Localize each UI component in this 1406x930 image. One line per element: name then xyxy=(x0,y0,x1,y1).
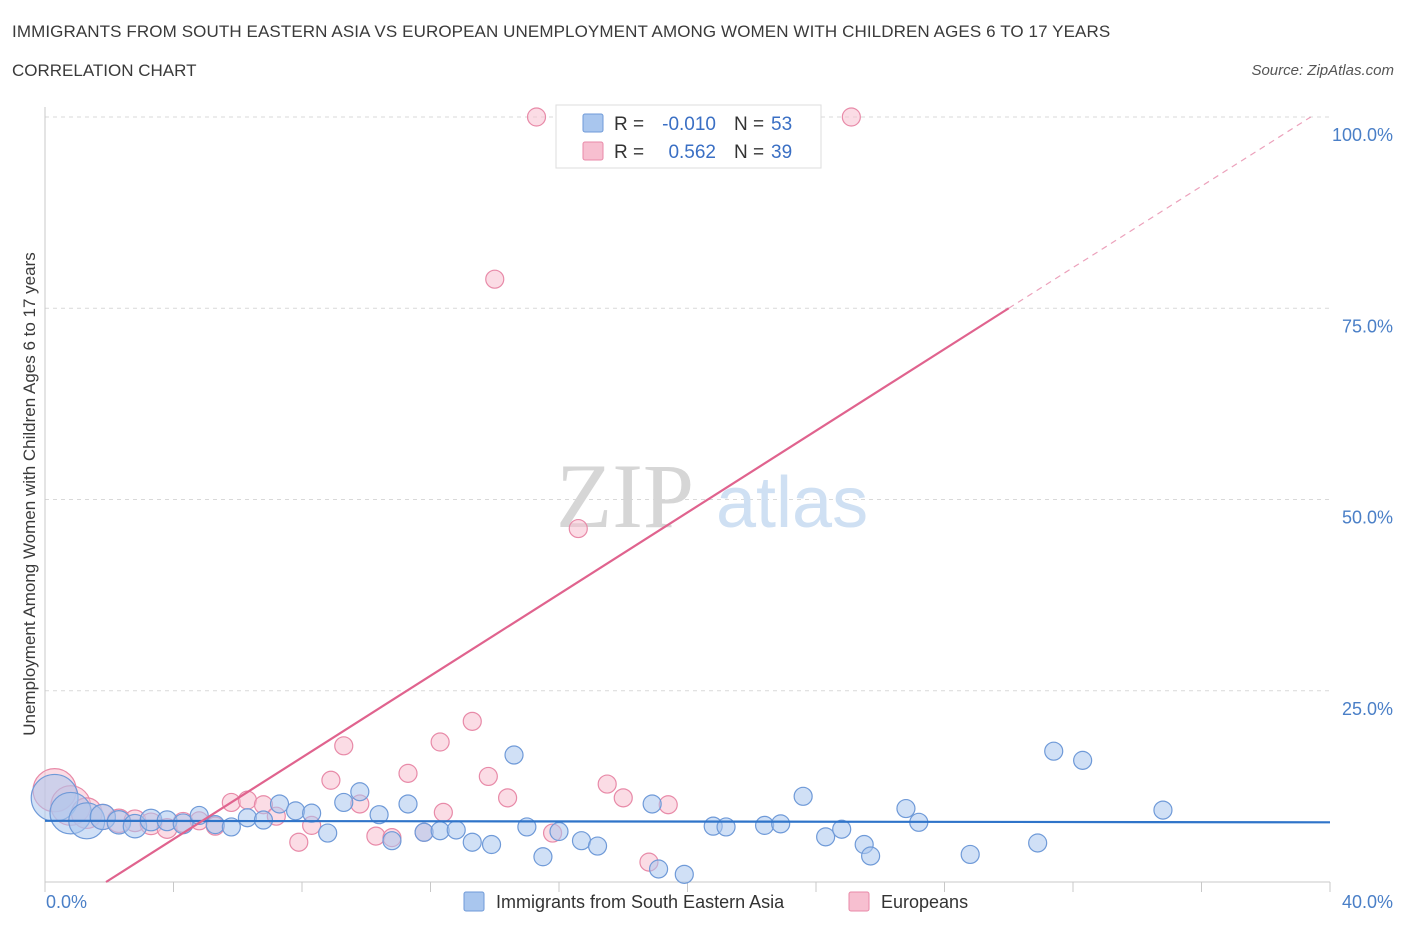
sea-point-16 xyxy=(302,803,322,823)
sea-point-36 xyxy=(674,864,694,884)
europeans-point-27 xyxy=(478,766,498,787)
sea-point-17 xyxy=(318,823,338,843)
chart-subtitle: CORRELATION CHART xyxy=(12,61,197,80)
europeans-point-25 xyxy=(433,802,453,822)
sea-point-11 xyxy=(221,817,241,837)
series-sea-points xyxy=(30,741,1173,884)
europeans-trend-line xyxy=(105,307,1010,883)
sea-point-42 xyxy=(816,827,836,847)
europeans-point-22 xyxy=(398,763,418,783)
sea-point-51 xyxy=(1073,750,1093,770)
stats-legend: R = -0.010 N = 53 R = 0.562 N = 39 xyxy=(555,104,822,169)
sea-trend-line xyxy=(44,819,1331,824)
sea-point-12 xyxy=(237,808,257,828)
europeans-point-29 xyxy=(498,788,518,808)
legend-r-label-blue: R = xyxy=(614,114,644,135)
legend-n-label-blue: N = xyxy=(734,114,764,135)
europeans-point-38 xyxy=(841,107,861,127)
legend-swatch-blue xyxy=(582,113,604,133)
y-axis-label: Unemployment Among Women with Children A… xyxy=(20,252,39,736)
sea-point-52 xyxy=(1153,800,1173,820)
europeans-point-34 xyxy=(597,774,617,794)
europeans-point-12 xyxy=(237,790,257,810)
y-tick-label-0: 25.0% xyxy=(1342,699,1393,719)
y-tick-labels: 25.0% 50.0% 75.0% 100.0% xyxy=(1332,125,1393,719)
europeans-point-26 xyxy=(462,711,482,731)
legend-r-value-pink: 0.562 xyxy=(668,142,716,163)
europeans-point-35 xyxy=(613,788,633,808)
x-tick-label-min: 0.0% xyxy=(46,892,87,912)
europeans-point-30 xyxy=(526,107,547,127)
sea-point-50 xyxy=(1044,741,1064,761)
europeans-point-32 xyxy=(568,518,588,539)
legend-swatch-pink xyxy=(582,141,604,161)
y-tick-label-2: 75.0% xyxy=(1342,316,1393,336)
series-legend-swatch-pink xyxy=(848,891,870,912)
series-legend-label-blue: Immigrants from South Eastern Asia xyxy=(496,892,785,912)
sea-point-43 xyxy=(832,819,852,839)
sea-point-22 xyxy=(398,794,418,814)
sea-point-24 xyxy=(430,821,450,841)
sea-point-20 xyxy=(369,805,389,825)
x-tick-label-max: 40.0% xyxy=(1342,892,1393,912)
sea-point-46 xyxy=(896,798,916,819)
sea-point-26 xyxy=(462,832,482,852)
sea-point-34 xyxy=(642,794,662,814)
sea-point-18 xyxy=(334,792,354,813)
y-tick-label-3: 100.0% xyxy=(1332,125,1393,145)
sea-point-23 xyxy=(414,822,434,842)
legend-n-value-pink: 39 xyxy=(771,142,792,163)
watermark-atlas: atlas xyxy=(716,463,868,543)
europeans-trend-extension xyxy=(1008,116,1312,309)
source-credit: Source: ZipAtlas.com xyxy=(1251,62,1394,79)
europeans-point-37 xyxy=(658,795,678,815)
legend-n-label-pink: N = xyxy=(734,142,764,163)
series-legend-swatch-blue xyxy=(463,891,485,912)
legend-r-value-blue: -0.010 xyxy=(662,114,716,135)
sea-point-19 xyxy=(350,782,370,802)
sea-point-32 xyxy=(571,831,592,851)
chart-title: IMMIGRANTS FROM SOUTH EASTERN ASIA VS EU… xyxy=(12,22,1111,41)
europeans-point-20 xyxy=(366,826,386,846)
sea-point-27 xyxy=(481,834,502,855)
sea-point-48 xyxy=(960,844,980,865)
europeans-point-18 xyxy=(334,736,354,756)
europeans-point-24 xyxy=(430,732,450,752)
grid-lines xyxy=(45,116,1330,692)
sea-point-33 xyxy=(587,836,608,856)
sea-point-40 xyxy=(771,814,791,834)
sea-point-21 xyxy=(382,831,402,851)
sea-point-49 xyxy=(1028,833,1048,853)
watermark: ZIP atlas xyxy=(556,445,868,547)
trend-lines xyxy=(44,116,1331,883)
sea-point-28 xyxy=(504,745,524,765)
series-legend: Immigrants from South Eastern Asia Europ… xyxy=(463,891,968,912)
legend-r-label-pink: R = xyxy=(614,142,644,163)
sea-point-45 xyxy=(861,846,881,866)
x-tick-labels: 0.0% 40.0% xyxy=(46,892,1393,912)
sea-point-10 xyxy=(205,815,225,835)
legend-n-value-blue: 53 xyxy=(771,114,792,135)
europeans-point-15 xyxy=(289,832,309,852)
sea-point-31 xyxy=(549,821,569,842)
sea-point-25 xyxy=(446,820,466,840)
sea-point-35 xyxy=(648,859,669,879)
series-legend-label-pink: Europeans xyxy=(881,892,968,912)
sea-point-14 xyxy=(269,794,290,814)
y-tick-label-1: 50.0% xyxy=(1342,508,1393,528)
sea-point-41 xyxy=(793,786,813,806)
sea-point-30 xyxy=(533,847,553,867)
europeans-point-28 xyxy=(485,269,505,289)
sea-point-15 xyxy=(285,801,306,821)
europeans-point-17 xyxy=(321,770,341,790)
sea-point-39 xyxy=(754,815,775,835)
